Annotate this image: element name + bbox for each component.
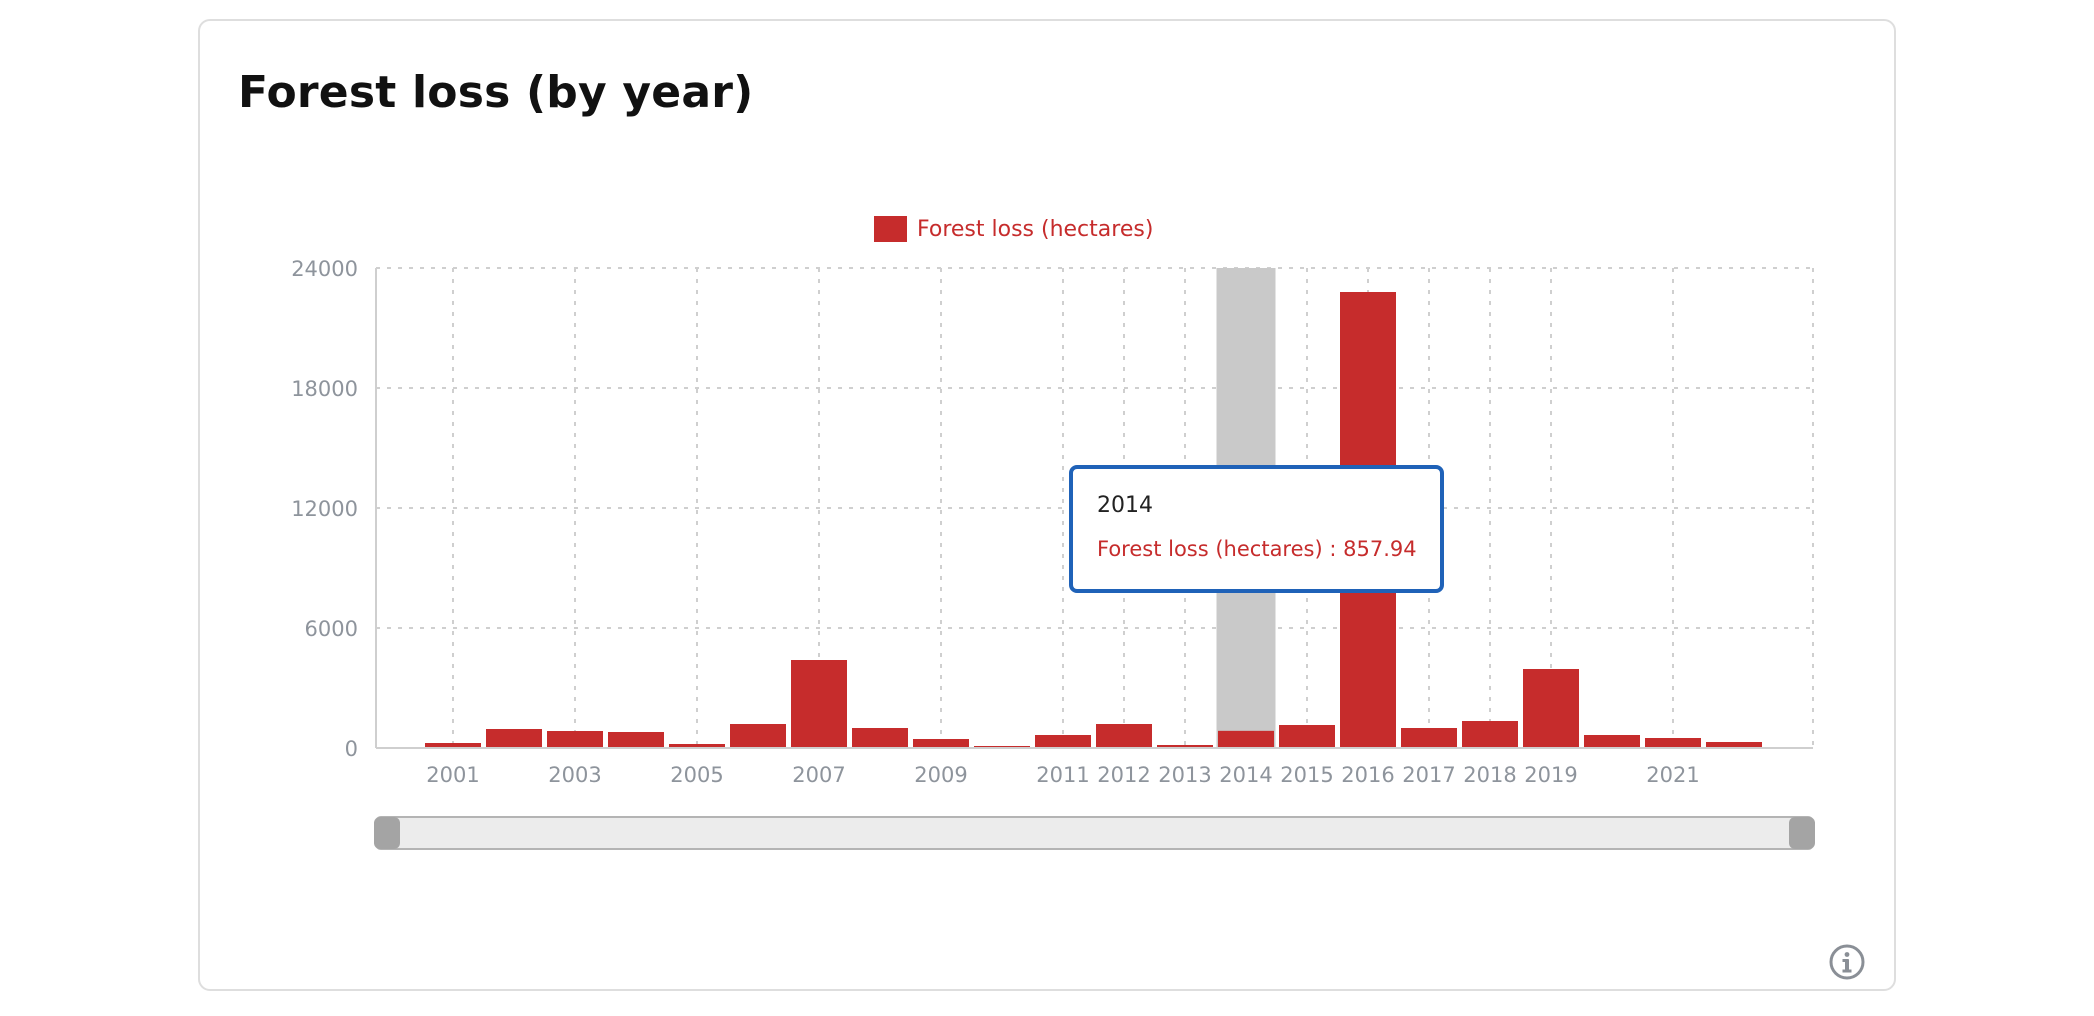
x-tick-label: 2007 [792,763,845,787]
y-tick-label: 24000 [291,257,358,281]
bar-2015[interactable] [1279,725,1335,748]
axes: 0 6000 12000 18000 24000 2001 2003 2005 2007 2009… [291,257,1813,787]
x-tick-label: 2014 [1219,763,1272,787]
tooltip-value: 857.94 [1343,537,1417,561]
bar-2012[interactable] [1096,724,1152,748]
x-tick-label: 2017 [1402,763,1455,787]
y-tick-label: 6000 [305,617,358,641]
info-circle-icon[interactable] [1828,943,1866,981]
bar-2008[interactable] [852,728,908,748]
x-tick-label: 2012 [1097,763,1150,787]
x-tick-label: 2009 [914,763,967,787]
zoom-scrollbar[interactable] [374,816,1815,850]
x-tick-label: 2013 [1158,763,1211,787]
bar-2014[interactable] [1218,730,1274,748]
chart-title: Forest loss (by year) [238,67,754,118]
bar-2018[interactable] [1462,721,1518,748]
bar-2002[interactable] [486,729,542,748]
x-tick-label: 2005 [670,763,723,787]
bar-2009[interactable] [913,739,969,748]
tooltip-separator: : [1322,537,1344,561]
scrollbar-handle-right[interactable] [1789,817,1815,849]
scrollbar-handle-left[interactable] [374,817,400,849]
x-tick-label: 2019 [1524,763,1577,787]
bar-2006[interactable] [730,724,786,748]
bar-2003[interactable] [547,731,603,748]
legend-swatch[interactable] [874,216,907,242]
bar-2022[interactable] [1706,742,1762,748]
y-tick-label: 18000 [291,377,358,401]
bar-2013[interactable] [1157,745,1213,748]
y-tick-label: 0 [345,737,358,761]
bar-2020[interactable] [1584,735,1640,748]
y-tick-label: 12000 [291,497,358,521]
bar-2011[interactable] [1035,735,1091,748]
legend-label[interactable]: Forest loss (hectares) [917,217,1153,242]
bar-2017[interactable] [1401,728,1457,748]
x-tick-label: 2011 [1036,763,1089,787]
legend[interactable]: Forest loss (hectares) [874,216,1153,242]
bar-2004[interactable] [608,732,664,748]
x-tick-label: 2001 [426,763,479,787]
tooltip-value-line: Forest loss (hectares) : 857.94 [1097,537,1417,561]
bar-2019[interactable] [1523,669,1579,748]
x-tick-label: 2003 [548,763,601,787]
bar-2001[interactable] [425,743,481,748]
bar-2005[interactable] [669,744,725,748]
bar-2021[interactable] [1645,738,1701,748]
scrollbar-track[interactable] [375,816,1814,850]
x-tick-label: 2021 [1646,763,1699,787]
tooltip-series-label: Forest loss (hectares) [1097,537,1323,561]
x-tick-label: 2016 [1341,763,1394,787]
tooltip-year: 2014 [1097,493,1153,518]
bar-2007[interactable] [791,660,847,748]
x-tick-label: 2015 [1280,763,1333,787]
chart-tooltip: 2014 Forest loss (hectares) : 857.94 [1069,465,1444,593]
x-tick-label: 2018 [1463,763,1516,787]
